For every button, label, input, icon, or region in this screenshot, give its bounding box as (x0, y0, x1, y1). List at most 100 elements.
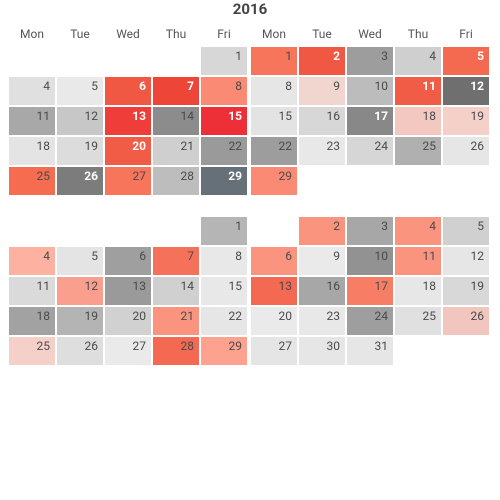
weekday-header: Fri (200, 22, 248, 46)
weekday-header: Tue (56, 22, 104, 46)
day-cell: 16 (298, 106, 346, 136)
day-cell: 24 (346, 136, 394, 166)
day-cell: 11 (8, 106, 56, 136)
day-cell: 8 (200, 246, 248, 276)
day-cell: 12 (442, 76, 490, 106)
weekday-header-row: MonTueWedThuFri (250, 22, 490, 46)
month-grid: 12345891011121516171819222324252629 (250, 46, 490, 196)
month-block: MonTueWedThuFri1456781112131415181920212… (8, 22, 248, 196)
day-cell: 26 (442, 306, 490, 336)
month-block: MonTueWedThuFri1234589101112151617181922… (250, 22, 490, 196)
day-cell: 27 (104, 336, 152, 366)
day-cell: 23 (298, 306, 346, 336)
day-cell: 13 (104, 106, 152, 136)
weekday-header: Thu (394, 22, 442, 46)
day-cell: 31 (346, 336, 394, 366)
day-cell: 25 (8, 166, 56, 196)
day-cell: 7 (152, 246, 200, 276)
day-cell: 2 (298, 46, 346, 76)
day-cell: 21 (152, 136, 200, 166)
day-cell: 11 (394, 246, 442, 276)
month-block: 145678111213141518192021222526272829 (8, 196, 248, 366)
day-cell: 14 (152, 276, 200, 306)
blank-cell (8, 46, 56, 76)
day-cell: 4 (394, 216, 442, 246)
month-grid: 145678111213141518192021222526272829 (8, 216, 248, 366)
day-cell: 3 (346, 46, 394, 76)
weekday-header: Tue (298, 22, 346, 46)
day-cell: 6 (104, 76, 152, 106)
day-cell: 12 (56, 106, 104, 136)
day-cell: 29 (200, 166, 248, 196)
day-cell: 4 (8, 76, 56, 106)
day-cell: 24 (346, 306, 394, 336)
day-cell: 22 (250, 136, 298, 166)
blank-cell (250, 216, 298, 246)
day-cell: 10 (346, 76, 394, 106)
day-cell: 2 (298, 216, 346, 246)
day-cell: 5 (56, 246, 104, 276)
day-cell: 15 (250, 106, 298, 136)
day-cell: 16 (298, 276, 346, 306)
day-cell: 21 (152, 306, 200, 336)
day-cell: 26 (56, 336, 104, 366)
day-cell: 13 (250, 276, 298, 306)
day-cell: 25 (394, 136, 442, 166)
blank-cell (152, 46, 200, 76)
day-cell: 14 (152, 106, 200, 136)
day-cell: 3 (346, 216, 394, 246)
weekday-header-row: MonTueWedThuFri (8, 22, 248, 46)
blank-cell (56, 46, 104, 76)
day-cell: 15 (200, 106, 248, 136)
day-cell: 27 (250, 336, 298, 366)
day-cell: 17 (346, 276, 394, 306)
blank-cell (152, 216, 200, 246)
day-cell: 25 (8, 336, 56, 366)
day-cell: 30 (298, 336, 346, 366)
month-grid: 23456910111213161718192023242526273031 (250, 216, 490, 366)
month-spacer (250, 196, 490, 216)
day-cell: 5 (442, 216, 490, 246)
day-cell: 28 (152, 166, 200, 196)
day-cell: 9 (298, 76, 346, 106)
blank-cell (104, 216, 152, 246)
day-cell: 9 (298, 246, 346, 276)
day-cell: 29 (250, 166, 298, 196)
day-cell: 18 (8, 136, 56, 166)
day-cell: 18 (394, 276, 442, 306)
day-cell: 8 (200, 76, 248, 106)
day-cell: 6 (250, 246, 298, 276)
day-cell: 12 (442, 246, 490, 276)
day-cell: 6 (104, 246, 152, 276)
month-spacer (8, 196, 248, 216)
day-cell: 22 (200, 306, 248, 336)
day-cell: 17 (346, 106, 394, 136)
weekday-header: Fri (442, 22, 490, 46)
day-cell: 10 (346, 246, 394, 276)
day-cell: 4 (8, 246, 56, 276)
day-cell: 26 (56, 166, 104, 196)
day-cell: 15 (200, 276, 248, 306)
day-cell: 25 (394, 306, 442, 336)
day-cell: 18 (8, 306, 56, 336)
day-cell: 5 (56, 76, 104, 106)
blank-cell (56, 216, 104, 246)
weekday-header: Wed (346, 22, 394, 46)
day-cell: 23 (298, 136, 346, 166)
day-cell: 13 (104, 276, 152, 306)
day-cell: 20 (104, 306, 152, 336)
month-block: 23456910111213161718192023242526273031 (250, 196, 490, 366)
calendar-grid: MonTueWedThuFri1456781112131415181920212… (8, 22, 492, 366)
blank-cell (104, 46, 152, 76)
day-cell: 8 (250, 76, 298, 106)
day-cell: 11 (8, 276, 56, 306)
month-grid: 145678111213141518192021222526272829 (8, 46, 248, 196)
day-cell: 19 (442, 276, 490, 306)
day-cell: 1 (200, 216, 248, 246)
day-cell: 1 (200, 46, 248, 76)
weekday-header: Mon (8, 22, 56, 46)
weekday-header: Thu (152, 22, 200, 46)
day-cell: 4 (394, 46, 442, 76)
day-cell: 22 (200, 136, 248, 166)
day-cell: 20 (250, 306, 298, 336)
